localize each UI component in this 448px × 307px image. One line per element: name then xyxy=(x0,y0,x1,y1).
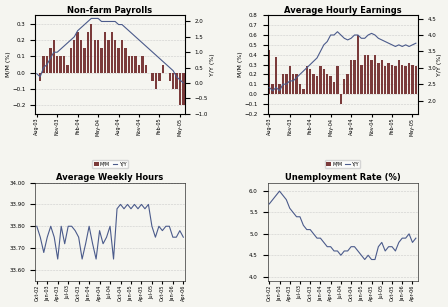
Bar xyxy=(326,74,328,94)
Bar xyxy=(104,32,106,73)
Bar xyxy=(319,67,322,94)
Bar xyxy=(43,56,45,73)
Bar xyxy=(388,63,390,94)
Bar xyxy=(381,60,383,94)
Bar xyxy=(405,67,407,94)
Title: Unemployment Rate (%): Unemployment Rate (%) xyxy=(284,173,401,182)
Bar xyxy=(162,64,164,73)
Bar xyxy=(353,60,356,94)
Bar xyxy=(121,40,123,73)
Bar xyxy=(49,48,52,73)
Bar xyxy=(179,73,181,106)
Bar xyxy=(97,40,99,73)
Bar xyxy=(370,60,373,94)
Bar xyxy=(411,64,414,94)
Bar xyxy=(336,67,339,94)
Bar xyxy=(114,40,116,73)
Title: Average Weekly Hours: Average Weekly Hours xyxy=(56,173,164,182)
Bar xyxy=(77,32,79,73)
Bar xyxy=(182,73,185,106)
Bar xyxy=(60,56,62,73)
Y-axis label: Y/Y (%): Y/Y (%) xyxy=(210,53,215,76)
Bar xyxy=(367,55,369,94)
Bar xyxy=(56,56,58,73)
Bar xyxy=(111,32,113,73)
Bar xyxy=(357,35,359,94)
Bar xyxy=(90,24,92,73)
Bar xyxy=(401,64,404,94)
Bar xyxy=(134,56,137,73)
Bar xyxy=(394,67,396,94)
Bar xyxy=(275,57,277,94)
Bar xyxy=(384,67,386,94)
Legend: M/M, Y/Y: M/M, Y/Y xyxy=(325,160,361,168)
Bar xyxy=(87,32,89,73)
Bar xyxy=(340,94,342,104)
Bar xyxy=(107,40,110,73)
Bar xyxy=(289,67,291,94)
Bar xyxy=(302,89,305,94)
Bar xyxy=(398,60,400,94)
Bar xyxy=(151,73,154,81)
Bar xyxy=(350,60,352,94)
Bar xyxy=(333,82,335,94)
Bar xyxy=(374,55,376,94)
Bar xyxy=(312,74,315,94)
Bar xyxy=(391,64,393,94)
Bar xyxy=(100,48,103,73)
Bar xyxy=(343,79,345,94)
Bar xyxy=(117,48,120,73)
Bar xyxy=(128,56,130,73)
Bar xyxy=(155,73,157,89)
Bar xyxy=(73,40,75,73)
Bar xyxy=(175,73,178,89)
Bar xyxy=(278,84,281,94)
Bar xyxy=(377,63,379,94)
Y-axis label: Y/Y (%): Y/Y (%) xyxy=(437,53,443,76)
Bar xyxy=(299,84,301,94)
Bar xyxy=(316,76,318,94)
Bar xyxy=(80,40,82,73)
Title: Average Hourly Earnings: Average Hourly Earnings xyxy=(284,6,401,14)
Bar xyxy=(63,56,65,73)
Bar xyxy=(292,74,294,94)
Title: Non-farm Payrolls: Non-farm Payrolls xyxy=(68,6,153,14)
Bar xyxy=(39,73,41,81)
Bar xyxy=(271,84,274,94)
Bar xyxy=(124,48,127,73)
Bar xyxy=(415,67,417,94)
Bar xyxy=(158,73,161,81)
Bar xyxy=(168,73,171,81)
Bar xyxy=(66,64,69,73)
Legend: M/M, Y/Y: M/M, Y/Y xyxy=(92,160,128,168)
Bar xyxy=(295,74,298,94)
Y-axis label: M/M (%): M/M (%) xyxy=(238,52,243,77)
Bar xyxy=(360,64,362,94)
Bar xyxy=(94,40,96,73)
Bar xyxy=(46,56,48,73)
Bar xyxy=(131,56,134,73)
Bar xyxy=(138,64,140,73)
Bar xyxy=(323,69,325,94)
Bar xyxy=(145,64,147,73)
Bar xyxy=(172,73,174,89)
Bar xyxy=(268,50,271,94)
Bar xyxy=(329,76,332,94)
Bar xyxy=(141,56,144,73)
Y-axis label: M/M (%): M/M (%) xyxy=(5,52,11,77)
Bar xyxy=(69,48,72,73)
Bar xyxy=(306,67,308,94)
Bar xyxy=(309,69,311,94)
Bar xyxy=(408,63,410,94)
Bar xyxy=(52,40,55,73)
Bar xyxy=(346,74,349,94)
Bar xyxy=(363,55,366,94)
Bar xyxy=(285,74,288,94)
Bar xyxy=(83,48,86,73)
Bar xyxy=(282,74,284,94)
